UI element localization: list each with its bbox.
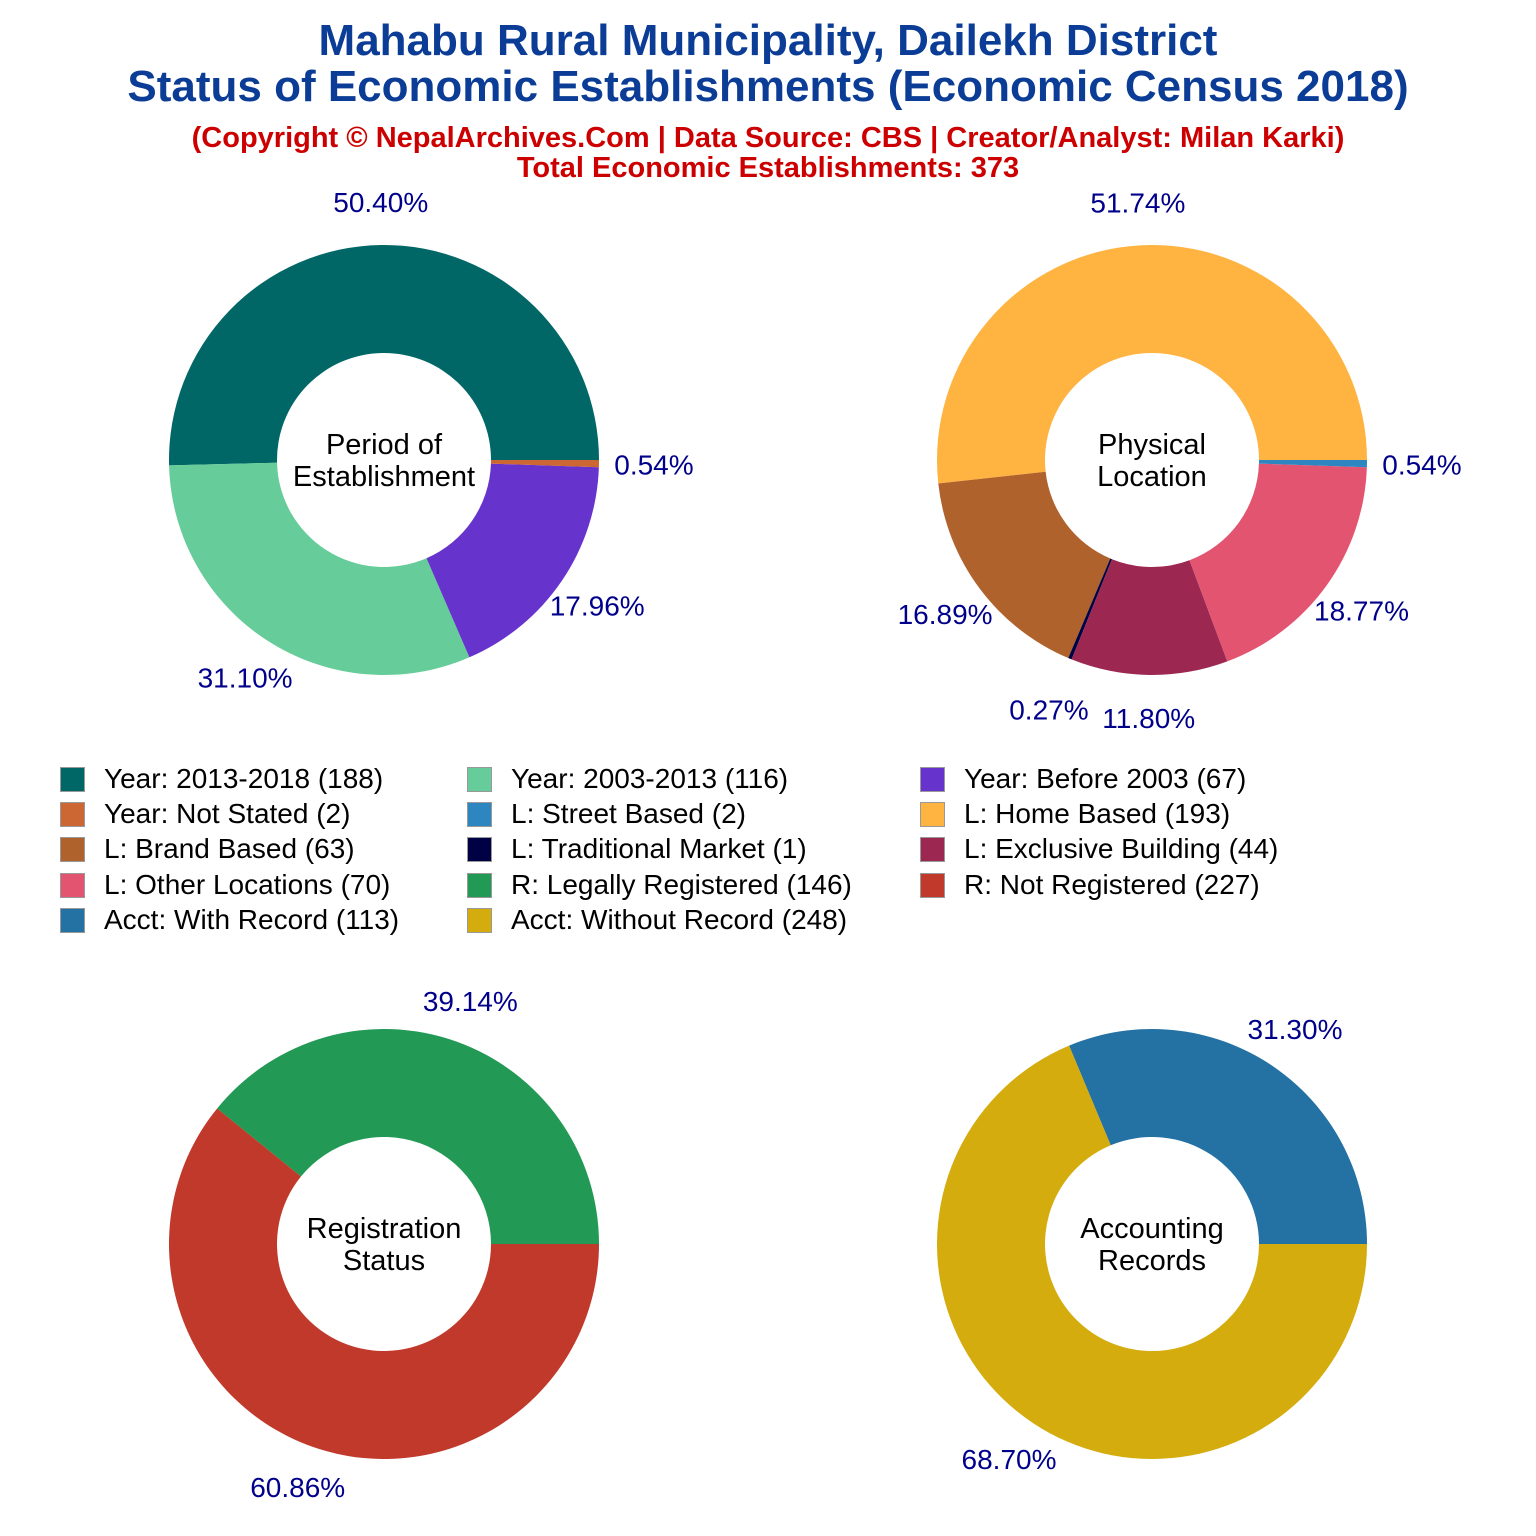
percent-label: 17.96% [550,590,645,621]
legend-item: Year: Before 2003 (67) [920,763,1246,795]
subtitle-copyright: (Copyright © NepalArchives.Com | Data So… [191,122,1345,154]
percent-label: 39.14% [423,986,518,1017]
percent-label: 0.54% [1382,450,1461,481]
legend-item: Acct: Without Record (248) [467,904,847,936]
donut-slice [1189,463,1367,662]
donut-slice [169,462,470,675]
legend-label: Year: 2013-2018 (188) [104,763,384,794]
legend-item: L: Brand Based (63) [60,833,355,865]
legend-label: L: Street Based (2) [511,798,747,829]
center-label: Records [1098,1245,1206,1277]
legend-swatch [60,766,85,792]
legend-label: L: Brand Based (63) [104,833,355,864]
legend-swatch [60,872,85,898]
center-label: Establishment [293,461,475,493]
legend-label: Acct: Without Record (248) [511,904,848,935]
legend-swatch [920,836,945,862]
legend-swatch [60,907,85,933]
center-label: Physical [1098,429,1206,461]
legend-item: L: Exclusive Building (44) [920,833,1278,865]
percent-label: 31.30% [1248,1014,1343,1045]
legend-item: Acct: With Record (113) [60,904,399,936]
donut-slice [938,471,1111,659]
title-line-1: Mahabu Rural Municipality, Dailekh Distr… [318,16,1218,65]
legend-item: Year: 2013-2018 (188) [60,763,383,795]
legend-item: L: Traditional Market (1) [467,833,807,865]
legend-label: L: Traditional Market (1) [511,833,807,864]
donut-slice [490,460,599,468]
center-label: Location [1097,461,1207,493]
donut-slice [426,463,599,658]
legend-item: Year: Not Stated (2) [60,798,350,830]
legend-item: R: Not Registered (227) [920,869,1260,901]
percent-label: 0.27% [1009,695,1088,726]
legend-label: Year: Not Stated (2) [104,798,351,829]
donut-slice [1068,558,1112,660]
donut-slice [217,1029,599,1244]
legend-label: R: Not Registered (227) [964,869,1260,900]
legend-label: L: Exclusive Building (44) [964,833,1279,864]
legend-label: R: Legally Registered (146) [511,869,852,900]
legend-item: R: Legally Registered (146) [467,869,852,901]
legend-item: L: Other Locations (70) [60,869,390,901]
donut-slice [937,245,1367,484]
legend-swatch [60,801,85,827]
legend-label: L: Other Locations (70) [104,869,391,900]
legend-item: L: Home Based (193) [920,798,1230,830]
donut-slice [936,1045,1367,1460]
donut-slice [168,244,599,466]
center-label: Status [343,1245,425,1277]
percent-label: 51.74% [1090,187,1185,218]
legend-label: Acct: With Record (113) [104,904,400,935]
center-label: Accounting [1080,1213,1224,1245]
center-label: Period of [326,429,443,461]
legend-swatch [467,766,492,792]
percent-label: 16.89% [898,599,993,630]
percent-label: 31.10% [198,662,293,693]
donut-slice [1258,460,1367,468]
legend-item: Year: 2003-2013 (116) [467,763,788,795]
percent-label: 60.86% [250,1472,345,1503]
subtitle-total: Total Economic Establishments: 373 [516,152,1020,184]
percent-label: 18.77% [1314,596,1409,627]
legend-label: L: Home Based (193) [964,798,1231,829]
donut-slice [1071,559,1228,675]
legend-item: L: Street Based (2) [467,798,746,830]
percent-label: 0.54% [614,450,693,481]
title-line-2: Status of Economic Establishments (Econo… [127,62,1409,111]
percent-label: 50.40% [333,187,428,218]
legend-label: Year: 2003-2013 (116) [511,763,789,794]
legend-swatch [920,872,945,898]
legend-swatch [467,872,492,898]
donut-slice [1069,1029,1367,1244]
legend-swatch [920,801,945,827]
center-label: Registration [307,1213,462,1245]
donut-slice [168,1108,599,1459]
legend-swatch [467,801,492,827]
legend-label: Year: Before 2003 (67) [964,763,1247,794]
legend-swatch [467,836,492,862]
legend-swatch [920,766,945,792]
legend-swatch [467,907,492,933]
percent-label: 68.70% [962,1444,1057,1475]
legend-swatch [60,836,85,862]
percent-label: 11.80% [1102,703,1195,734]
